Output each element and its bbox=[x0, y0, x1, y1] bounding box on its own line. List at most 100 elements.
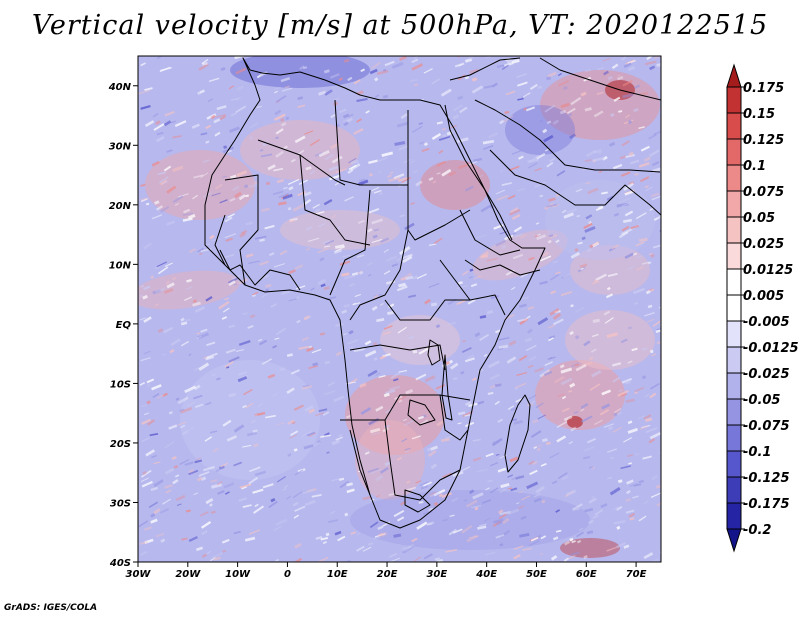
speckle-mark bbox=[325, 239, 335, 245]
speckle-mark bbox=[158, 207, 170, 213]
speckle-mark bbox=[574, 248, 579, 253]
speckle-mark bbox=[375, 372, 381, 376]
speckle-mark bbox=[432, 180, 437, 184]
speckle-mark bbox=[550, 554, 558, 561]
speckle-mark bbox=[638, 126, 645, 130]
speckle-mark bbox=[613, 407, 622, 414]
speckle-mark bbox=[588, 497, 597, 504]
speckle-mark bbox=[317, 247, 328, 254]
speckle-mark bbox=[191, 123, 200, 129]
speckle-mark bbox=[152, 393, 160, 399]
speckle-mark bbox=[516, 73, 528, 79]
speckle-mark bbox=[491, 82, 498, 88]
speckle-mark bbox=[656, 326, 661, 331]
speckle-mark bbox=[356, 532, 361, 536]
speckle-mark bbox=[463, 499, 468, 502]
speckle-mark bbox=[376, 494, 380, 498]
speckle-mark bbox=[423, 481, 432, 487]
speckle-mark bbox=[548, 356, 553, 360]
speckle-mark bbox=[208, 77, 220, 83]
speckle-mark bbox=[621, 228, 633, 236]
speckle-mark bbox=[185, 509, 191, 513]
speckle-mark bbox=[198, 63, 209, 71]
speckle-mark bbox=[520, 515, 527, 521]
speckle-mark bbox=[500, 482, 510, 489]
speckle-mark bbox=[387, 310, 394, 316]
speckle-mark bbox=[312, 362, 319, 367]
speckle-mark bbox=[261, 292, 270, 298]
speckle-mark bbox=[540, 462, 547, 467]
speckle-mark bbox=[581, 415, 593, 423]
speckle-mark bbox=[402, 418, 408, 422]
colorbar-label: 0.05 bbox=[743, 211, 775, 226]
speckle-mark bbox=[494, 383, 502, 388]
speckle-mark bbox=[344, 512, 349, 517]
speckle-mark bbox=[627, 326, 633, 330]
speckle-mark bbox=[517, 318, 527, 322]
speckle-mark bbox=[148, 501, 159, 508]
speckle-mark bbox=[574, 335, 580, 340]
speckle-mark bbox=[522, 296, 530, 300]
speckle-mark bbox=[343, 113, 350, 119]
y-tick-label: 10S bbox=[110, 379, 131, 390]
speckle-mark bbox=[388, 385, 401, 391]
speckle-mark bbox=[433, 488, 446, 497]
speckle-mark bbox=[469, 489, 475, 495]
speckle-mark bbox=[632, 287, 645, 295]
speckle-mark bbox=[331, 155, 343, 164]
speckle-mark bbox=[483, 144, 494, 151]
speckle-mark bbox=[153, 123, 165, 131]
speckle-mark bbox=[634, 386, 645, 392]
speckle-mark bbox=[341, 272, 350, 277]
speckle-mark bbox=[638, 162, 650, 168]
speckle-mark bbox=[625, 114, 631, 119]
speckle-mark bbox=[396, 285, 408, 292]
noise-speckle bbox=[138, 56, 661, 562]
speckle-mark bbox=[138, 294, 143, 298]
speckle-mark bbox=[533, 497, 542, 503]
speckle-mark bbox=[604, 317, 614, 324]
speckle-mark bbox=[541, 499, 546, 504]
speckle-mark bbox=[590, 498, 596, 502]
speckle-mark bbox=[347, 113, 354, 118]
speckle-mark bbox=[317, 278, 327, 286]
speckle-mark bbox=[228, 392, 237, 398]
speckle-mark bbox=[179, 408, 185, 412]
speckle-mark bbox=[384, 461, 392, 466]
speckle-mark bbox=[140, 477, 149, 483]
speckle-mark bbox=[592, 514, 599, 520]
speckle-mark bbox=[544, 361, 553, 367]
speckle-mark bbox=[640, 176, 650, 183]
speckle-mark bbox=[163, 326, 174, 334]
speckle-mark bbox=[561, 395, 567, 400]
speckle-mark bbox=[180, 340, 190, 347]
speckle-mark bbox=[591, 369, 602, 378]
speckle-mark bbox=[448, 171, 456, 177]
speckle-mark bbox=[268, 252, 275, 257]
speckle-mark bbox=[470, 283, 478, 288]
speckle-mark bbox=[282, 193, 293, 200]
speckle-mark bbox=[345, 559, 351, 562]
speckle-mark bbox=[194, 306, 206, 313]
speckle-mark bbox=[428, 243, 437, 246]
speckle-mark bbox=[295, 295, 300, 300]
speckle-mark bbox=[163, 120, 172, 127]
speckle-mark bbox=[484, 517, 491, 522]
speckle-mark bbox=[265, 181, 271, 186]
speckle-mark bbox=[287, 419, 295, 425]
speckle-mark bbox=[298, 179, 308, 186]
speckle-mark bbox=[620, 338, 628, 344]
speckle-mark bbox=[612, 362, 622, 367]
speckle-mark bbox=[348, 329, 354, 335]
speckle-mark bbox=[494, 400, 500, 406]
speckle-mark bbox=[315, 536, 323, 540]
speckle-mark bbox=[272, 190, 284, 196]
speckle-mark bbox=[356, 118, 362, 123]
speckle-mark bbox=[651, 475, 658, 481]
speckle-mark bbox=[570, 96, 582, 106]
speckle-mark bbox=[539, 369, 551, 378]
speckle-mark bbox=[596, 91, 604, 96]
speckle-mark bbox=[473, 157, 483, 162]
speckle-mark bbox=[139, 540, 148, 545]
speckle-mark bbox=[394, 141, 406, 146]
